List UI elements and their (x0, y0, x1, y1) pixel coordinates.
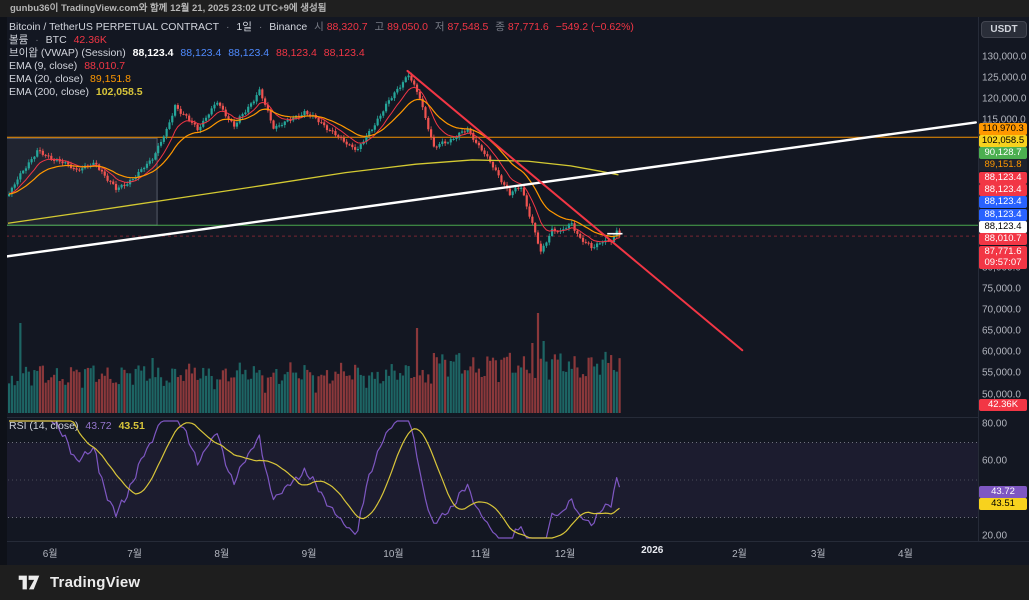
price-tick: 130,000.0 (982, 51, 1027, 63)
ema20-value: 89,151.8 (90, 73, 131, 85)
time-tick: 11월 (470, 549, 491, 560)
price-line-badge: 88,123.4 (979, 220, 1027, 233)
ema9-legend-row[interactable]: EMA (9, close) 88,010.7 (9, 60, 638, 73)
rsi-label: RSI (14, close) (9, 420, 79, 432)
price-line-badge: 110,970.3 (979, 122, 1027, 135)
price-line-badge: 88,123.4 (979, 171, 1027, 184)
low-value: 87,548.5 (447, 21, 489, 33)
price-line-badge: 88,010.7 (979, 233, 1027, 246)
rsi-ma-value: 43.51 (118, 420, 145, 432)
time-tick: 6월 (42, 549, 58, 560)
chart-legend: Bitcoin / TetherUS PERPETUAL CONTRACT · … (9, 21, 638, 99)
time-tick: 2월 (732, 549, 747, 560)
vwap-legend-row[interactable]: 브이왑 (VWAP) (Session) 88,123.4 88,123.4 8… (9, 47, 638, 60)
time-tick: 7월 (127, 549, 142, 560)
rsi-tick: 60.00 (982, 455, 1008, 467)
rsi-ma-badge: 43.51 (979, 498, 1027, 511)
volume-value: 42.36K (73, 34, 107, 46)
brand-text[interactable]: TradingView (50, 574, 141, 591)
high-value: 89,050.0 (387, 21, 428, 33)
separator: · (225, 21, 230, 33)
volume-badge: 42.36K (979, 399, 1027, 411)
price-line-badge: 90,128.7 (979, 147, 1027, 160)
price-tick: 65,000.0 (982, 325, 1021, 337)
rsi-tick: 80.00 (982, 418, 1008, 430)
change-value: −549.2 (−0.62%) (555, 21, 634, 33)
time-tick: 12월 (554, 549, 576, 560)
time-tick: 4월 (898, 549, 913, 560)
separator: · (35, 34, 39, 46)
time-tick: 3월 (810, 549, 826, 560)
time-tick: 10월 (383, 549, 404, 560)
rsi-value-badge: 43.72 (979, 485, 1027, 498)
price-tick: 70,000.0 (982, 304, 1021, 316)
rsi-value: 43.72 (85, 420, 112, 432)
price-tick: 60,000.0 (982, 346, 1021, 358)
footer-bar: TradingView (0, 565, 1029, 600)
current-price-badge: 87,771.6 09:57:07 (979, 245, 1027, 269)
vwap-value-2: 88,123.4 (228, 47, 270, 59)
vwap-value-4: 88,123.4 (323, 47, 365, 59)
ema20-legend-row[interactable]: EMA (20, close) 89,151.8 (9, 73, 638, 86)
price-tick: 75,000.0 (982, 283, 1021, 295)
ema200-legend-row[interactable]: EMA (200, close) 102,058.5 (9, 86, 638, 99)
vwap-value-1: 88,123.4 (180, 47, 222, 59)
bar-countdown: 09:57:07 (984, 257, 1022, 268)
price-line-badge: 88,123.4 (979, 208, 1027, 221)
high-label: 고 (374, 21, 385, 33)
vwap-value-0: 88,123.4 (132, 47, 174, 59)
close-label: 종 (495, 21, 505, 33)
time-tick: 2026 (641, 545, 664, 556)
price-tick: 125,000.0 (982, 72, 1027, 84)
watermark-bar: gunbu36이 TradingView.com와 함께 12월 21, 202… (0, 0, 1029, 17)
price-tick: 50,000.0 (982, 389, 1021, 401)
ema200-label: EMA (200, close) (9, 86, 89, 98)
symbol-title: Bitcoin / TetherUS PERPETUAL CONTRACT (9, 21, 220, 33)
interval-label: 1일 (236, 21, 252, 33)
ema20-label: EMA (20, close) (9, 73, 84, 85)
ema9-label: EMA (9, close) (9, 60, 78, 72)
volume-label: 볼륨 (9, 34, 29, 46)
price-tick: 55,000.0 (982, 367, 1021, 379)
currency-button[interactable]: USDT (981, 21, 1027, 38)
watermark-text: gunbu36이 TradingView.com와 함께 12월 21, 202… (10, 3, 327, 14)
rsi-tick: 20.00 (982, 530, 1008, 542)
open-value: 88,320.7 (326, 21, 368, 33)
open-label: 시 (314, 21, 324, 33)
price-line-badge: 88,123.4 (979, 196, 1027, 209)
low-label: 저 (434, 21, 445, 33)
time-tick: 8월 (214, 549, 230, 560)
symbol-row[interactable]: Bitcoin / TetherUS PERPETUAL CONTRACT · … (9, 21, 638, 34)
time-tick: 9월 (301, 549, 317, 560)
vwap-label: 브이왑 (VWAP) (Session) (9, 47, 126, 59)
rsi-legend[interactable]: RSI (14, close) 43.72 43.51 (9, 420, 145, 433)
volume-legend-row[interactable]: 볼륨 · BTC 42.36K (9, 34, 638, 47)
price-line-badge: 102,058.5 (979, 134, 1027, 147)
current-price-value: 87,771.6 (984, 246, 1022, 257)
separator: · (258, 21, 263, 33)
close-value: 87,771.6 (507, 21, 549, 33)
ema200-value: 102,058.5 (95, 86, 143, 98)
price-tick: 115,000.0 (982, 114, 1026, 126)
vwap-value-3: 88,123.4 (276, 47, 317, 59)
price-line-badge: 88,123.4 (979, 184, 1027, 196)
exchange-label: Binance (269, 21, 308, 33)
ema9-value: 88,010.7 (84, 60, 126, 72)
volume-unit: BTC (45, 34, 67, 46)
price-tick: 120,000.0 (982, 93, 1027, 105)
price-line-badge: 89,151.8 (979, 159, 1027, 172)
chart-left-inset (0, 17, 7, 565)
tradingview-logo-icon[interactable] (17, 573, 41, 592)
